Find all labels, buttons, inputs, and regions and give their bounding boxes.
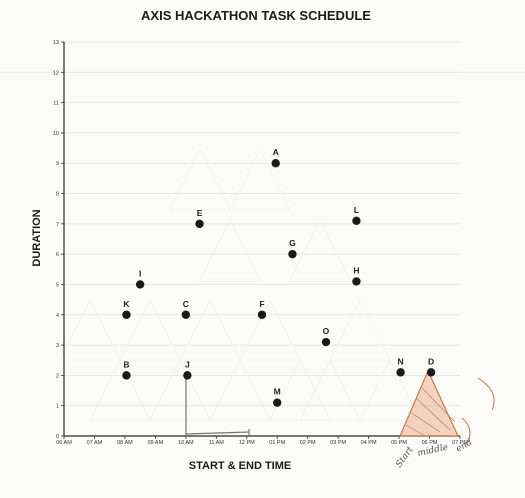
task-point-d (426, 368, 436, 377)
y-tick-label: 10 (53, 131, 59, 137)
task-label-n: N (398, 356, 404, 366)
y-tick-label: 13 (53, 40, 59, 46)
x-tick-label: 01 PM (269, 440, 285, 446)
task-label-j: J (185, 359, 190, 369)
task-label-b: B (123, 359, 129, 369)
background-triangle (229, 149, 291, 211)
y-tick-label: 3 (56, 343, 59, 349)
pencil-connector (185, 375, 250, 436)
task-label-e: E (197, 208, 203, 218)
task-point-i (135, 280, 145, 289)
task-point-b (122, 371, 131, 380)
x-tick-label: 12 PM (239, 440, 255, 446)
background-triangle (239, 299, 301, 361)
task-label-g: G (289, 238, 296, 248)
background-triangle (329, 299, 391, 361)
hand-note-start: Start (394, 445, 416, 470)
task-label-o: O (323, 326, 330, 336)
y-axis-label: DURATION (31, 209, 43, 266)
background-triangle (169, 149, 231, 211)
y-tick-label: 11 (53, 101, 59, 107)
x-tick-label: 06 AM (56, 440, 72, 446)
background-triangle (119, 299, 181, 361)
y-tick-label: 7 (56, 222, 59, 228)
background-triangle (179, 299, 241, 361)
background-triangle (289, 219, 351, 281)
task-label-f: F (259, 299, 264, 309)
x-axis-label: START & END TIME (189, 460, 291, 472)
chart-title: AXIS HACKATHON TASK SCHEDULE (141, 8, 371, 23)
y-tick-label: 4 (56, 313, 59, 319)
task-point-n (396, 368, 405, 377)
y-tick-label: 8 (56, 192, 59, 198)
task-label-a: A (273, 147, 279, 157)
task-point-f (257, 310, 267, 319)
x-tick-label: 08 AM (117, 440, 133, 446)
data-points: A B C D E F G H I J K L M N O (122, 147, 436, 407)
background-triangle (359, 359, 421, 421)
task-label-c: C (183, 299, 189, 309)
task-point-c (181, 310, 191, 319)
x-tick-label: 07 PM (452, 440, 468, 446)
background-triangle (59, 299, 121, 361)
y-tick-label: 12 (53, 70, 59, 76)
task-point-l (352, 216, 361, 226)
task-label-h: H (353, 265, 359, 275)
x-tick-label: 04 PM (361, 440, 377, 446)
x-tick-label: 10 AM (178, 440, 194, 446)
x-tick-label: 09 AM (148, 440, 164, 446)
background-triangle (209, 359, 271, 421)
task-point-g (288, 249, 297, 259)
y-tick-label: 2 (56, 373, 59, 379)
background-triangle (299, 359, 361, 421)
background-triangle (149, 359, 211, 421)
x-tick-label: 02 PM (300, 440, 316, 446)
task-point-k (122, 310, 131, 319)
y-tick-label: 9 (56, 161, 59, 167)
triangular-background-grid (59, 149, 421, 421)
x-tick-label: 11 AM (209, 440, 225, 446)
task-point-m (273, 398, 282, 407)
task-label-d: D (428, 356, 434, 366)
x-tick-label: 05 PM (391, 440, 407, 446)
task-label-i: I (139, 268, 141, 278)
task-label-l: L (354, 205, 359, 215)
hand-drawn-triangle-marker (399, 369, 495, 443)
background-triangle (199, 219, 261, 281)
task-point-h (352, 277, 361, 286)
x-tick-label: 03 PM (330, 440, 346, 446)
x-tick-labels: 06 AM 07 AM 08 AM 09 AM 10 AM 11 AM 12 PM 01 PM… (56, 436, 468, 446)
y-tick-label: 0 (56, 434, 59, 440)
task-point-a (271, 159, 280, 168)
task-point-j (183, 371, 192, 380)
y-tick-label: 1 (56, 404, 59, 410)
y-tick-label: 6 (56, 252, 59, 258)
x-tick-label: 06 PM (422, 440, 438, 446)
task-label-m: M (274, 387, 281, 397)
task-point-e (195, 219, 204, 229)
task-point-o (321, 337, 331, 347)
background-triangle (89, 359, 151, 421)
x-tick-label: 07 AM (87, 440, 103, 446)
horizontal-gridlines (0, 41, 525, 407)
task-label-k: K (123, 299, 130, 309)
y-tick-label: 5 (56, 282, 59, 288)
